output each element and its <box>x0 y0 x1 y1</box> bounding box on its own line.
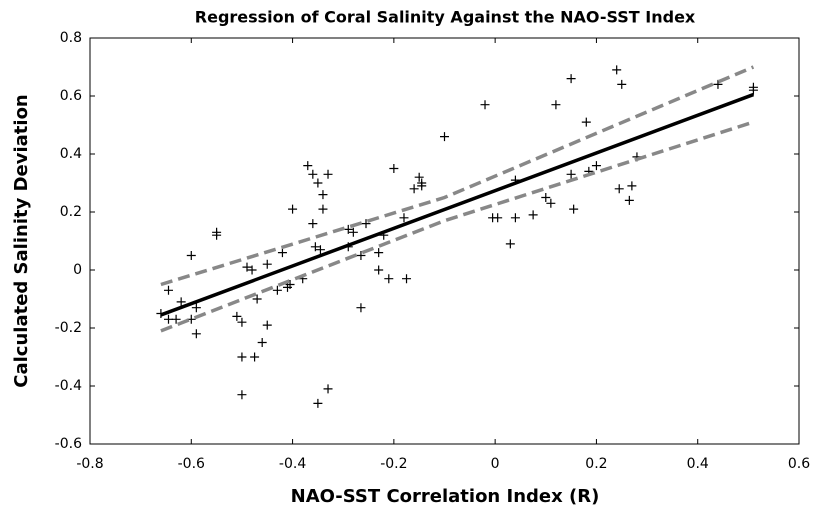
point <box>591 161 601 171</box>
point <box>308 169 318 179</box>
point <box>748 85 758 95</box>
point <box>417 181 427 191</box>
x-tick-label: 0.4 <box>687 456 709 472</box>
point <box>348 227 358 237</box>
point <box>191 329 201 339</box>
point <box>310 242 320 252</box>
point <box>356 251 366 260</box>
point <box>713 79 723 89</box>
point <box>277 248 287 258</box>
confidence-line <box>160 120 754 333</box>
point <box>237 317 247 327</box>
point <box>242 262 252 272</box>
point <box>624 195 634 205</box>
y-axis-label: Calculated Salinity Deviation <box>11 94 32 387</box>
plot-frame <box>89 37 800 445</box>
x-tick-label: -0.8 <box>76 456 103 472</box>
y-tick-label: 0 <box>73 262 82 278</box>
y-tick-label: -0.4 <box>55 378 82 394</box>
x-tick-label: -0.4 <box>279 456 306 472</box>
x-tick-label: -0.2 <box>380 456 407 472</box>
point <box>374 248 384 258</box>
point <box>262 259 272 269</box>
point <box>191 303 201 313</box>
point <box>186 251 196 260</box>
y-tick-label: 0.4 <box>60 146 82 162</box>
point <box>480 100 490 110</box>
point <box>505 239 515 249</box>
point <box>262 320 272 330</box>
point <box>288 204 298 214</box>
point <box>303 161 313 171</box>
point <box>272 285 282 295</box>
point <box>308 219 318 229</box>
y-tick-label: -0.6 <box>55 436 82 452</box>
y-tick-label: 0.6 <box>60 88 82 104</box>
point <box>171 314 181 324</box>
point <box>399 213 409 223</box>
point <box>232 311 242 321</box>
x-axis-label: NAO-SST Correlation Index (R) <box>291 486 600 507</box>
point <box>257 338 267 347</box>
point <box>250 352 260 362</box>
x-tick-label: 0.6 <box>788 456 810 472</box>
point <box>176 297 186 307</box>
point <box>247 265 257 275</box>
fit-line <box>160 92 755 317</box>
confidence-line <box>160 65 755 287</box>
x-tick-label: -0.6 <box>178 456 205 472</box>
point <box>163 285 173 295</box>
point <box>541 193 551 202</box>
point <box>163 314 173 324</box>
point <box>318 190 328 200</box>
point <box>343 224 353 234</box>
y-tick-label: 0.8 <box>60 30 82 46</box>
point <box>313 398 323 408</box>
point <box>384 274 394 284</box>
point <box>252 294 262 304</box>
point <box>356 303 366 313</box>
point <box>510 213 520 223</box>
point <box>237 390 247 400</box>
point <box>627 181 637 191</box>
point <box>285 280 295 289</box>
point <box>315 245 325 255</box>
point <box>323 169 333 179</box>
point <box>212 230 222 240</box>
point <box>566 74 576 84</box>
chart-title: Regression of Coral Salinity Against the… <box>195 8 696 27</box>
point <box>402 274 412 284</box>
point <box>374 265 384 275</box>
x-tick-label: 0.2 <box>585 456 607 472</box>
point <box>617 79 627 89</box>
point <box>440 132 449 142</box>
point <box>414 172 424 182</box>
point <box>409 184 419 194</box>
point <box>389 164 399 173</box>
point <box>566 169 576 179</box>
point <box>493 213 503 223</box>
point <box>361 219 371 229</box>
y-tick-label: 0.2 <box>60 204 82 220</box>
point <box>313 178 323 188</box>
point <box>318 204 328 214</box>
point <box>581 117 591 127</box>
point <box>528 210 538 220</box>
y-tick-label: -0.2 <box>55 320 82 336</box>
point <box>551 100 561 110</box>
point <box>614 184 624 194</box>
x-tick-label: 0 <box>491 456 500 472</box>
point <box>323 384 333 394</box>
point <box>612 65 622 75</box>
point <box>546 198 556 208</box>
point <box>237 352 247 362</box>
point <box>569 204 579 214</box>
